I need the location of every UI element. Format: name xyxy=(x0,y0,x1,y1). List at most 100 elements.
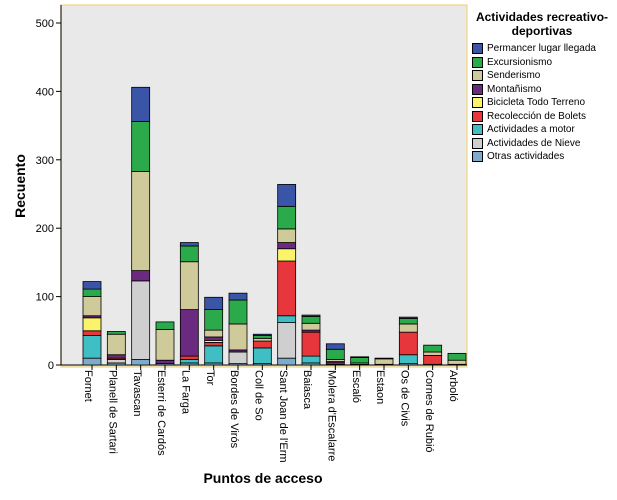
plot-area xyxy=(60,4,468,368)
legend-label: Excursionismo xyxy=(487,56,553,68)
bar-segment xyxy=(447,352,467,361)
bar-segment xyxy=(155,329,175,361)
bar-segment xyxy=(252,347,272,365)
legend-swatch xyxy=(472,43,483,55)
bar-segment xyxy=(350,356,370,358)
bar-segment xyxy=(277,248,297,262)
legend-label: Bicicleta Todo Terreno xyxy=(487,97,586,109)
bar-segment xyxy=(204,342,224,347)
legend-swatch xyxy=(472,83,483,95)
bar-segment xyxy=(277,184,297,207)
legend-label: Otras actividades xyxy=(487,151,565,163)
bar-segment xyxy=(131,121,151,172)
bar-segment xyxy=(204,309,224,331)
bar-segment xyxy=(155,321,175,330)
bar-segment xyxy=(204,296,224,310)
legend-swatch xyxy=(472,97,483,109)
bar-segment xyxy=(277,357,297,366)
bar-segment xyxy=(252,340,272,349)
bar-segment xyxy=(398,323,418,333)
y-tick-label: 200 xyxy=(36,223,54,235)
bar-segment xyxy=(106,354,126,359)
y-axis-label: Recuento xyxy=(12,154,28,218)
bar-segment xyxy=(179,355,199,360)
bar-segment xyxy=(252,335,272,339)
x-tick-label: Cornes de Rubió xyxy=(423,370,435,453)
bar-segment xyxy=(204,336,224,341)
bar-segment xyxy=(179,245,199,263)
legend-item: Permancer lugar llegada xyxy=(472,42,612,56)
bar-segment xyxy=(301,322,321,331)
x-tick-label: Escaló xyxy=(350,370,362,403)
bar-segment xyxy=(398,316,418,319)
x-tick-label: Planell de Sartari xyxy=(106,370,118,454)
bar-segment xyxy=(179,359,199,364)
bar-segment xyxy=(301,316,321,324)
y-tick-label: 300 xyxy=(36,155,54,167)
bar-segment xyxy=(277,322,297,359)
bar-segment xyxy=(252,333,272,336)
legend-item: Bicicleta Todo Terreno xyxy=(472,96,612,110)
bar-segment xyxy=(301,355,321,364)
bar-segment xyxy=(277,315,297,323)
legend-label: Permancer lugar llegada xyxy=(487,43,596,55)
x-tick-label: Tavascan xyxy=(131,370,143,416)
bar-segment xyxy=(252,337,272,342)
legend-swatch xyxy=(472,151,483,163)
bar-segment xyxy=(228,299,248,325)
bar-segment xyxy=(82,317,102,332)
legend: Actividades recreativo-deportivas Perman… xyxy=(472,10,612,164)
bar-segment xyxy=(131,270,151,282)
x-tick-label: Tor xyxy=(204,370,216,386)
bar-segment xyxy=(179,261,199,310)
legend-item: Actividades de Nieve xyxy=(472,137,612,151)
x-tick-label: Sant Joan de l'Erm xyxy=(277,370,289,463)
bar-segment xyxy=(277,260,297,317)
x-tick-label: Bordes de Virós xyxy=(228,370,240,449)
y-tick-label: 100 xyxy=(36,292,54,304)
bar-segment xyxy=(131,280,151,360)
bar-segment xyxy=(423,344,443,353)
bar-segment xyxy=(106,359,126,364)
y-tick-label: 0 xyxy=(48,360,54,372)
bar-segment xyxy=(447,359,467,365)
x-tick-label: La Farga xyxy=(179,370,191,415)
legend-item: Montañismo xyxy=(472,83,612,97)
bar-segment xyxy=(179,309,199,357)
bar-segment xyxy=(325,348,345,360)
x-tick-label: Molera d'Escalarre xyxy=(325,370,337,461)
x-tick-label: Arboló xyxy=(447,370,459,402)
bar-segment xyxy=(423,351,443,356)
bar-segment xyxy=(82,288,102,297)
bar-segment xyxy=(277,228,297,243)
bar-segment xyxy=(131,86,151,122)
bar-segment xyxy=(277,242,297,250)
bar-segment xyxy=(228,351,248,365)
bar-segment xyxy=(398,354,418,365)
legend-swatch xyxy=(472,124,483,136)
bar-segment xyxy=(301,331,321,357)
x-axis-label: Puntos de acceso xyxy=(203,470,322,486)
x-tick-label: Coll de So xyxy=(252,370,264,421)
x-tick-label: Esterri de Cardós xyxy=(155,370,167,456)
bar-segment xyxy=(106,333,126,356)
bar-segment xyxy=(228,292,248,301)
bar-segment xyxy=(204,329,224,338)
legend-label: Senderismo xyxy=(487,70,541,82)
legend-swatch xyxy=(472,70,483,82)
bar-segment xyxy=(423,355,443,365)
legend-label: Recolección de Bolets xyxy=(487,110,586,122)
x-tick-label: Fornet xyxy=(82,370,94,402)
x-tick-label: Estaon xyxy=(374,370,386,404)
legend-item: Excursionismo xyxy=(472,56,612,70)
bar-segment xyxy=(131,359,151,366)
bar-segment xyxy=(228,323,248,351)
bar-segment xyxy=(179,242,199,247)
bar-segment xyxy=(374,357,394,360)
legend-item: Actividades a motor xyxy=(472,123,612,137)
bar-segment xyxy=(398,318,418,325)
bar-segment xyxy=(155,359,175,365)
bar-segment xyxy=(82,296,102,317)
bar-segment xyxy=(325,343,345,350)
bar-segment xyxy=(82,281,102,290)
